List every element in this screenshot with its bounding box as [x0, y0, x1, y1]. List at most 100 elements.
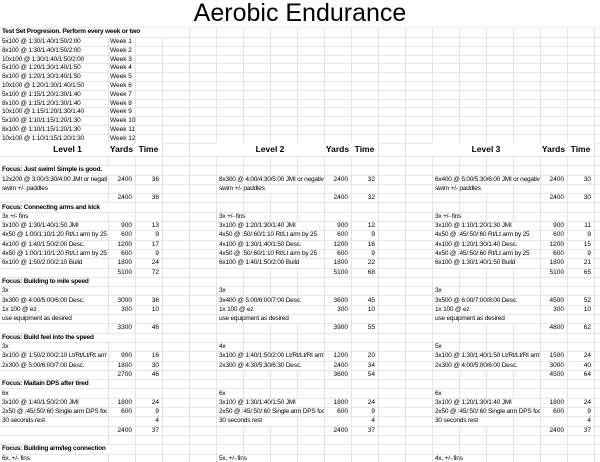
cell-set-desc-l2[interactable]: 6x — [217, 389, 232, 398]
cell-test-set[interactable]: 10x100 @ 1:30/1:40/1:50/2:00 — [0, 55, 107, 64]
cell-yards-l1[interactable]: 300 — [121, 305, 132, 313]
cell-time-l1[interactable]: 9 — [155, 250, 159, 257]
cell-set-desc-l2[interactable]: 1x 100 @ ez — [217, 305, 324, 315]
cell-yards-l3[interactable]: 2400 — [549, 426, 564, 434]
cell-test-set[interactable]: 8x100 @ 1:20/1:30/1:40/1:50 — [0, 73, 107, 81]
cell-set-desc-l2[interactable]: 8x300 @ 4:00/4:30/5:00 JMI or negative s… — [217, 175, 324, 184]
cell-time-l2[interactable]: 32 — [367, 194, 375, 202]
cell-yards-l2[interactable]: 300 — [337, 305, 348, 313]
cell-time-l2[interactable]: 12 — [367, 222, 375, 230]
cell-yards-l1[interactable]: 1800 — [117, 361, 132, 369]
cell-time-l2[interactable]: 9 — [371, 231, 375, 239]
cell-time-l2[interactable]: 37 — [367, 426, 375, 434]
cell-yards-l1[interactable]: 2400 — [117, 175, 132, 183]
cell-yards-l1[interactable]: 3300 — [117, 324, 132, 332]
cell-yards-l3[interactable]: 600 — [553, 408, 564, 416]
cell-set-desc-l3[interactable]: 3x100 @ 1:30/1:40/1:50 Lt/Rt/Lt/Rt arm — [433, 352, 540, 361]
cell-set-desc-l1[interactable]: 3x100 @ 1:40/1:50/2:00 JMI — [0, 398, 107, 408]
cell-yards-l1[interactable]: 3000 — [117, 296, 132, 304]
cell-set-desc-l1[interactable]: 1x 100 @ ez — [0, 305, 107, 315]
cell-set-desc-l1[interactable]: 4x50 @ 1:00/1:10/1:20 Rt/Lt arm by 25 — [0, 250, 107, 259]
cell-yards-l1[interactable]: 5100 — [117, 268, 132, 276]
cell-time-l2[interactable]: 34 — [367, 361, 375, 369]
cell-time-l2[interactable]: 22 — [367, 259, 375, 267]
cell-test-set[interactable]: 5x100 @ 1:20/1:30/1:40/1:50 — [0, 64, 107, 73]
cell-set-desc-l3[interactable]: 2x50 @ :45/:50/:60 Single arm DPS focus — [433, 408, 540, 417]
cell-yards-l3[interactable]: 2400 — [549, 175, 564, 183]
cell-week[interactable]: Week 8 — [110, 99, 132, 107]
cell-yards-l1[interactable]: 2700 — [117, 370, 132, 378]
cell-time-l1[interactable]: 30 — [151, 361, 159, 369]
cell-set-desc-l1[interactable]: 3x — [0, 343, 15, 352]
cell-set-desc-l3[interactable]: 3x +/- fins — [433, 212, 477, 222]
cell-yards-l2[interactable]: 3900 — [333, 324, 348, 332]
cell-time-l2[interactable]: 9 — [371, 408, 375, 416]
cell-yards-l3[interactable]: 600 — [553, 231, 564, 239]
cell-set-desc-l2[interactable]: 5x, +/- fins — [217, 454, 265, 462]
cell-week[interactable]: Week 6 — [110, 82, 132, 89]
cell-yards-l1[interactable]: 900 — [121, 222, 132, 230]
cell-time-l3[interactable]: 9 — [587, 408, 591, 416]
cell-set-desc-l3[interactable]: 6x400 @ 5:00/5:30/6:00 JMI or negative s… — [433, 175, 540, 184]
cell-week[interactable]: Week 4 — [110, 64, 132, 72]
cell-focus-l1[interactable]: Focus: Building to mile speed — [0, 277, 104, 287]
cell-set-desc-l1[interactable]: 6x, +/- fins — [0, 454, 48, 462]
test-set-heading[interactable]: Test Set Progresion. Perform every week … — [0, 28, 165, 37]
cell-set-desc-l2[interactable]: 6x100 @ 1:40/1:50/2:00 Build — [217, 259, 324, 268]
cell-test-set[interactable]: 8x100 @ 1:30/1:40/1:50/2:00 — [0, 46, 107, 55]
cell-set-desc-l1[interactable]: 12x200 @ 3:00/3:30/4:00 JMI or negative … — [0, 175, 107, 184]
cell-set-desc-l1[interactable]: use equipment as desired — [0, 315, 87, 324]
cell-yards-l1[interactable]: 2400 — [117, 194, 132, 202]
cell-yards-l1[interactable]: 1800 — [117, 398, 132, 406]
cell-set-desc-l1[interactable]: 3x +/- fins — [0, 212, 44, 222]
column-header-time-l2[interactable]: Time — [354, 144, 375, 154]
cell-yards-l2[interactable]: 900 — [337, 222, 348, 230]
cell-week[interactable]: Week 9 — [110, 108, 132, 116]
cell-test-set[interactable]: 5x100 @ 1:10/1:15/1:20/1:30 — [0, 117, 107, 125]
column-header-time-l3[interactable]: Time — [570, 144, 591, 154]
cell-yards-l1[interactable]: 600 — [121, 408, 132, 416]
cell-test-set[interactable]: 10x100 @ 1:15/1:20/1:30/1:40 — [0, 108, 107, 117]
cell-yards-l2[interactable]: 1200 — [333, 352, 348, 360]
cell-focus-l1[interactable]: Focus: Maitain DPS after tired — [0, 380, 107, 389]
cell-week[interactable]: Week 2 — [110, 46, 132, 54]
cell-yards-l3[interactable]: 4500 — [549, 370, 564, 378]
cell-time-l3[interactable]: 9 — [587, 231, 591, 239]
cell-time-l2[interactable]: 54 — [367, 370, 375, 378]
cell-yards-l2[interactable]: 2400 — [333, 175, 348, 183]
cell-yards-l1[interactable]: 1200 — [117, 240, 132, 248]
cell-week[interactable]: Week 11 — [110, 126, 136, 133]
cell-set-desc-l1[interactable]: 4x100 @ 1:40/1:50/2:00 Desc. — [0, 240, 107, 249]
cell-time-l2[interactable]: 9 — [371, 250, 375, 257]
cell-set-desc-l1[interactable]: 3x100 @ 1:30/1:40/1:50 JMI — [0, 222, 107, 231]
cell-time-l1[interactable]: 36 — [151, 175, 159, 183]
cell-set-desc-l3[interactable]: 4x50 @ :45/:50/:60 Rt/Lt arm by 25 — [433, 250, 540, 259]
cell-test-set[interactable]: 10x100 @ 1:20/1:30/1:40/1:50 — [0, 82, 107, 90]
cell-set-desc-l3[interactable]: 6x100 @ 1:30/1:40/1:50 Build — [433, 259, 540, 268]
cell-yards-l3[interactable]: 1800 — [549, 259, 564, 267]
cell-set-desc-l2[interactable]: 3x +/- fins — [217, 212, 261, 222]
cell-set-desc-l2[interactable]: swim +/- paddles — [217, 184, 278, 194]
column-header-yards-l1[interactable]: Yards — [109, 144, 134, 154]
cell-test-set[interactable]: 10x100 @ 1:10/1:15/1:20/1:30 — [0, 134, 107, 143]
cell-set-desc-l2[interactable]: 4x50 @ :50/:60/1:10 Rt/Lt arm by 25 — [217, 231, 324, 240]
cell-time-l3[interactable]: 30 — [583, 194, 591, 202]
cell-focus-l1[interactable]: Focus: Just swim! Simple is good. — [0, 166, 117, 175]
cell-set-desc-l1[interactable]: 6x100 @ 1:50/2:00/2:10 Build — [0, 259, 107, 268]
cell-set-desc-l2[interactable]: 4x50 @ :50/:60/1:10 Rt/Lt arm by 25 — [217, 250, 324, 259]
cell-time-l1[interactable]: 9 — [155, 408, 159, 416]
cell-set-desc-l2[interactable]: 2x50 @ :45/:50/:60 Single arm DPS focus — [217, 408, 324, 417]
cell-set-desc-l2[interactable]: 3x100 @ 1:30/1:40/1:50 JMI — [217, 398, 324, 408]
cell-set-desc-l3[interactable]: 6x — [433, 389, 448, 398]
cell-set-desc-l3[interactable]: 4x, +/- fins — [433, 454, 481, 462]
cell-set-desc-l2[interactable]: 30 seconds rest — [217, 417, 275, 426]
cell-time-l3[interactable]: 62 — [583, 324, 591, 332]
cell-set-desc-l1[interactable]: 2x300 @ 5:00/6:00/7:00 Desc. — [0, 361, 107, 370]
cell-set-desc-l1[interactable]: 3x — [0, 287, 15, 296]
cell-yards-l3[interactable]: 1200 — [549, 240, 564, 248]
cell-time-l1[interactable]: 10 — [151, 305, 159, 313]
cell-time-l1[interactable]: 17 — [151, 240, 159, 248]
cell-time-l3[interactable]: 64 — [583, 370, 591, 378]
cell-week[interactable]: Week 1 — [110, 38, 132, 45]
cell-set-desc-l3[interactable]: 3x500 @ 6:00/7:00/8:00 Desc. — [433, 296, 540, 305]
